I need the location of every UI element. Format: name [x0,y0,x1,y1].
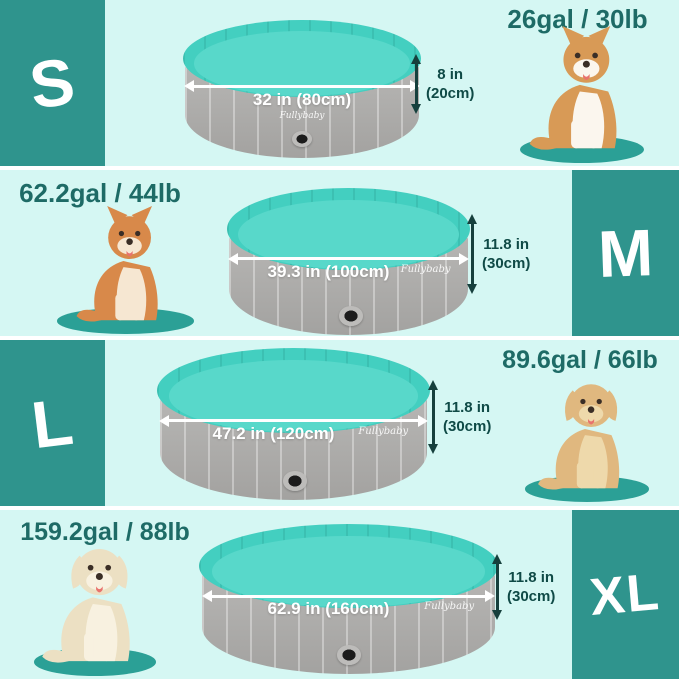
size-row-xl: XL 62.9 in (160cm) Fullybaby 11.8 in (30… [0,510,679,679]
size-letter: XL [587,562,664,627]
size-row-m: M 39.3 in (100cm) Fullybaby 11.8 in (30c… [0,170,679,336]
brand-logo: Fullybaby [400,263,451,275]
brand-logo: Fullybaby [279,111,325,122]
size-row-s: S 32 in (80cm) Fullybaby 8 in (20cm) 26g… [0,0,679,166]
width-dimension-label: 39.3 in (100cm) [267,261,390,281]
height-value-line: 8 in [437,65,464,83]
pool-illustration: 32 in (80cm) Fullybaby [183,20,421,158]
capacity-label: 26gal / 30lb [507,4,648,34]
corgi-illustration [529,26,617,150]
size-letter: S [25,43,80,123]
height-value-line: 11.8 in [483,235,530,253]
height-unit-line: (30cm) [507,588,556,605]
pool-illustration: 39.3 in (100cm) Fullybaby [227,188,470,335]
row-divider [0,166,679,170]
golden-retriever-dog-image [516,374,658,502]
pool-illustration: 62.9 in (160cm) Fullybaby [199,524,498,674]
height-value-line: 11.8 in [444,398,491,416]
size-row-l: L 47.2 in (120cm) Fullybaby 11.8 in (30c… [0,340,679,506]
size-panel-s: S [0,0,105,166]
height-dimension: 8 in (20cm) [411,54,474,114]
height-arrow [492,554,502,620]
height-dimension-label: 11.8 in (30cm) [443,398,491,437]
brand-logo: Fullybaby [358,426,409,438]
drain-plug [282,470,307,491]
width-arrow [158,414,429,427]
row-divider [0,506,679,510]
golden-retriever-illustration [538,384,620,490]
height-unit-line: (30cm) [443,418,492,435]
width-arrow [227,252,469,265]
height-arrow [428,380,438,454]
width-dimension-label: 32 in (80cm) [252,90,352,110]
size-letter: L [27,383,78,463]
height-unit-line: (20cm) [426,85,475,102]
height-dimension-label: 11.8 in (30cm) [482,235,530,274]
height-dimension: 11.8 in (30cm) [467,214,530,294]
height-value-line: 11.8 in [508,568,555,586]
pool-illustration: 47.2 in (120cm) Fullybaby [157,348,430,500]
row-divider [0,336,679,340]
width-arrow [201,590,496,602]
height-dimension: 11.8 in (30cm) [428,380,491,454]
height-arrow [467,214,477,294]
height-unit-line: (30cm) [482,255,531,272]
size-panel-l: L [0,340,105,506]
height-dimension-label: 8 in (20cm) [426,65,474,104]
size-letter: M [596,215,655,291]
labrador-dog-image [26,538,164,676]
corgi-dog-image [512,26,652,163]
shiba-inu-dog-image [48,206,203,334]
capacity-label: 62.2gal / 44lb [19,178,181,208]
drain-plug [338,306,363,327]
width-arrow [183,80,421,93]
size-panel-m: M [572,170,679,336]
width-dimension-label: 47.2 in (120cm) [212,424,335,443]
size-panel-xl: XL [572,510,679,679]
width-dimension-label: 62.9 in (160cm) [267,599,390,618]
drain-plug [292,130,313,147]
labrador-illustration [42,548,130,663]
brand-logo: Fullybaby [424,601,475,613]
capacity-label: 89.6gal / 66lb [502,346,658,374]
height-arrow [411,54,421,114]
height-dimension: 11.8 in (30cm) [492,554,555,620]
drain-plug [336,645,361,665]
height-dimension-label: 11.8 in (30cm) [507,568,555,607]
capacity-label: 159.2gal / 88lb [20,518,190,546]
shiba-inu-illustration [76,206,158,322]
